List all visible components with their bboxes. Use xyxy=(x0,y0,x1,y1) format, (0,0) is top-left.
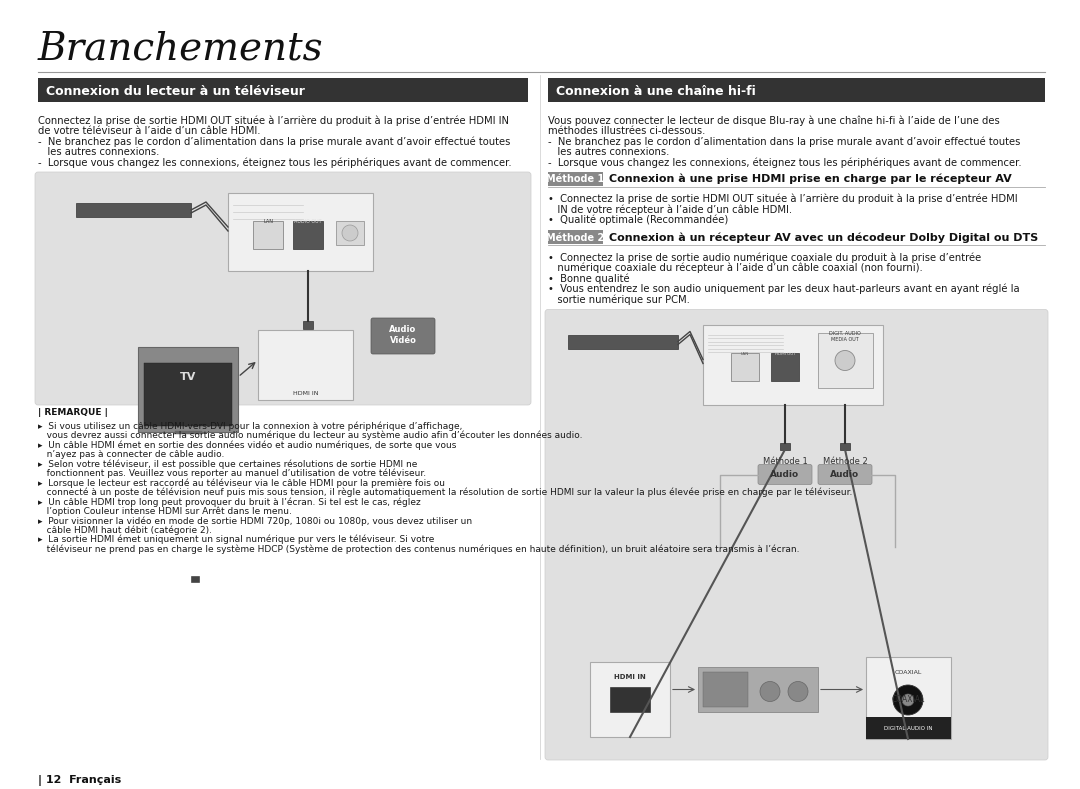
Text: •  Qualité optimale (Recommandée): • Qualité optimale (Recommandée) xyxy=(548,215,728,225)
Text: LAN: LAN xyxy=(264,219,273,224)
Bar xyxy=(840,443,850,450)
Text: Méthode 1: Méthode 1 xyxy=(546,174,605,184)
Bar xyxy=(144,363,232,426)
FancyBboxPatch shape xyxy=(818,465,872,484)
Text: câble HDMI haut débit (catégorie 2).: câble HDMI haut débit (catégorie 2). xyxy=(38,525,212,535)
Text: l’option Couleur intense HDMI sur Arrêt dans le menu.: l’option Couleur intense HDMI sur Arrêt … xyxy=(38,507,292,516)
Bar xyxy=(38,78,528,102)
Text: LAN: LAN xyxy=(741,352,750,356)
Text: ▸  Un câble HDMI émet en sortie des données vidéo et audio numériques, de sorte : ▸ Un câble HDMI émet en sortie des donné… xyxy=(38,440,457,450)
Text: ▸  Un câble HDMI trop long peut provoquer du bruit à l’écran. Si tel est le cas,: ▸ Un câble HDMI trop long peut provoquer… xyxy=(38,497,421,507)
Text: Connexion à une prise HDMI prise en charge par le récepteur AV: Connexion à une prise HDMI prise en char… xyxy=(609,174,1012,185)
Text: HDMI IN: HDMI IN xyxy=(293,391,319,396)
Text: DIGIT. AUDIO
MEDIA OUT: DIGIT. AUDIO MEDIA OUT xyxy=(829,331,861,342)
Bar xyxy=(610,687,650,712)
Circle shape xyxy=(342,225,357,241)
Text: HDMI IN: HDMI IN xyxy=(615,674,646,680)
Bar xyxy=(866,717,951,739)
Bar xyxy=(698,667,818,712)
Text: les autres connexions.: les autres connexions. xyxy=(548,147,670,156)
Text: -  Lorsque vous changez les connexions, éteignez tous les périphériques avant de: - Lorsque vous changez les connexions, é… xyxy=(38,157,512,167)
Text: HDMI OUT: HDMI OUT xyxy=(774,352,795,356)
Bar xyxy=(731,353,759,380)
Text: ▸  La sortie HDMI émet uniquement un signal numérique pur vers le téléviseur. Si: ▸ La sortie HDMI émet uniquement un sign… xyxy=(38,535,434,544)
Text: TV: TV xyxy=(179,372,197,382)
Text: Méthode 2: Méthode 2 xyxy=(546,233,605,242)
Text: Méthode 1: Méthode 1 xyxy=(762,457,808,466)
Text: Connectez la prise de sortie HDMI OUT située à l’arrière du produit à la prise d: Connectez la prise de sortie HDMI OUT si… xyxy=(38,115,509,125)
Text: numérique coaxiale du récepteur à l’aide d’un câble coaxial (non fourni).: numérique coaxiale du récepteur à l’aide… xyxy=(548,263,922,273)
Bar xyxy=(703,672,748,707)
Text: -  Ne branchez pas le cordon d’alimentation dans la prise murale avant d’avoir e: - Ne branchez pas le cordon d’alimentati… xyxy=(548,136,1021,147)
Text: Audio: Audio xyxy=(770,470,799,479)
Bar xyxy=(228,193,373,271)
Bar xyxy=(303,321,313,329)
Bar xyxy=(548,78,1045,102)
Text: | 12  Français: | 12 Français xyxy=(38,775,121,786)
Bar xyxy=(590,662,670,737)
Circle shape xyxy=(902,694,914,706)
Text: DIGITAL AUDIO IN: DIGITAL AUDIO IN xyxy=(883,726,932,731)
Text: •  Connectez la prise de sortie audio numérique coaxiale du produit à la prise d: • Connectez la prise de sortie audio num… xyxy=(548,252,982,263)
Bar xyxy=(138,347,238,432)
Text: Audio: Audio xyxy=(831,470,860,479)
Text: | REMARQUE |: | REMARQUE | xyxy=(38,408,108,417)
Text: vous devrez aussi connecter la sortie audio numérique du lecteur au système audi: vous devrez aussi connecter la sortie au… xyxy=(38,431,582,440)
Text: de votre téléviseur à l’aide d’un câble HDMI.: de votre téléviseur à l’aide d’un câble … xyxy=(38,125,260,136)
Bar xyxy=(336,221,364,245)
FancyBboxPatch shape xyxy=(372,318,435,354)
Text: •  Bonne qualité: • Bonne qualité xyxy=(548,273,630,283)
Bar xyxy=(771,353,799,380)
Text: ▸  Pour visionner la vidéo en mode de sortie HDMI 720p, 1080i ou 1080p, vous dev: ▸ Pour visionner la vidéo en mode de sor… xyxy=(38,516,472,525)
Bar xyxy=(548,171,603,185)
Text: ▸  Si vous utilisez un câble HDMI-vers-DVI pour la connexion à votre périphériqu: ▸ Si vous utilisez un câble HDMI-vers-DV… xyxy=(38,421,462,431)
Text: sortie numérique sur PCM.: sortie numérique sur PCM. xyxy=(548,294,690,305)
Bar xyxy=(866,657,951,739)
Text: fonctionnent pas. Veuillez vous reporter au manuel d’utilisation de votre télévi: fonctionnent pas. Veuillez vous reporter… xyxy=(38,469,427,478)
Text: -  Ne branchez pas le cordon d’alimentation dans la prise murale avant d’avoir e: - Ne branchez pas le cordon d’alimentati… xyxy=(38,136,511,147)
FancyBboxPatch shape xyxy=(35,172,531,405)
Text: n’ayez pas à connecter de câble audio.: n’ayez pas à connecter de câble audio. xyxy=(38,450,225,458)
Text: connecté à un poste de télévision neuf puis mis sous tension, il règle automatiq: connecté à un poste de télévision neuf p… xyxy=(38,488,852,497)
Bar xyxy=(568,335,678,349)
Text: •  Vous entendrez le son audio uniquement par les deux haut-parleurs avant en ay: • Vous entendrez le son audio uniquement… xyxy=(548,283,1020,294)
Bar xyxy=(548,230,603,244)
Text: Audio
Vidéo: Audio Vidéo xyxy=(390,325,417,345)
Circle shape xyxy=(835,350,855,371)
Circle shape xyxy=(788,682,808,701)
Bar xyxy=(191,576,199,582)
Text: -  Lorsque vous changez les connexions, éteignez tous les périphériques avant de: - Lorsque vous changez les connexions, é… xyxy=(548,157,1022,167)
Circle shape xyxy=(760,682,780,701)
Text: Méthode 2: Méthode 2 xyxy=(823,457,867,466)
Bar xyxy=(258,330,353,400)
Text: IN de votre récepteur à l’aide d’un câble HDMI.: IN de votre récepteur à l’aide d’un câbl… xyxy=(548,204,792,215)
Text: Branchements: Branchements xyxy=(38,30,324,67)
Text: méthodes illustrées ci-dessous.: méthodes illustrées ci-dessous. xyxy=(548,125,705,136)
Text: les autres connexions.: les autres connexions. xyxy=(38,147,160,156)
Text: Connexion du lecteur à un téléviseur: Connexion du lecteur à un téléviseur xyxy=(46,84,305,98)
Text: ▸  Lorsque le lecteur est raccordé au téléviseur via le câble HDMI pour la premi: ▸ Lorsque le lecteur est raccordé au tél… xyxy=(38,478,445,488)
Bar xyxy=(293,221,323,249)
Text: téléviseur ne prend pas en charge le système HDCP (Système de protection des con: téléviseur ne prend pas en charge le sys… xyxy=(38,544,799,554)
Text: AUDIO OUT: AUDIO OUT xyxy=(294,219,322,224)
Text: COAXIAL: COAXIAL xyxy=(891,695,924,705)
Text: Connexion à une chaîne hi-fi: Connexion à une chaîne hi-fi xyxy=(556,84,756,98)
FancyBboxPatch shape xyxy=(758,465,812,484)
Bar xyxy=(780,443,789,450)
Circle shape xyxy=(893,685,923,715)
Text: •  Connectez la prise de sortie HDMI OUT située à l’arrière du produit à la pris: • Connectez la prise de sortie HDMI OUT … xyxy=(548,193,1017,204)
Bar xyxy=(818,332,873,387)
Text: COAXIAL: COAXIAL xyxy=(894,670,921,675)
Text: Connexion à un récepteur AV avec un décodeur Dolby Digital ou DTS: Connexion à un récepteur AV avec un déco… xyxy=(609,232,1038,243)
Bar xyxy=(76,203,191,217)
Text: ▸  Selon votre téléviseur, il est possible que certaines résolutions de sortie H: ▸ Selon votre téléviseur, il est possibl… xyxy=(38,459,417,469)
Bar xyxy=(253,221,283,249)
Bar xyxy=(703,324,883,405)
Text: Vous pouvez connecter le lecteur de disque Blu-ray à une chaîne hi-fi à l’aide d: Vous pouvez connecter le lecteur de disq… xyxy=(548,115,1000,125)
FancyBboxPatch shape xyxy=(545,309,1048,760)
